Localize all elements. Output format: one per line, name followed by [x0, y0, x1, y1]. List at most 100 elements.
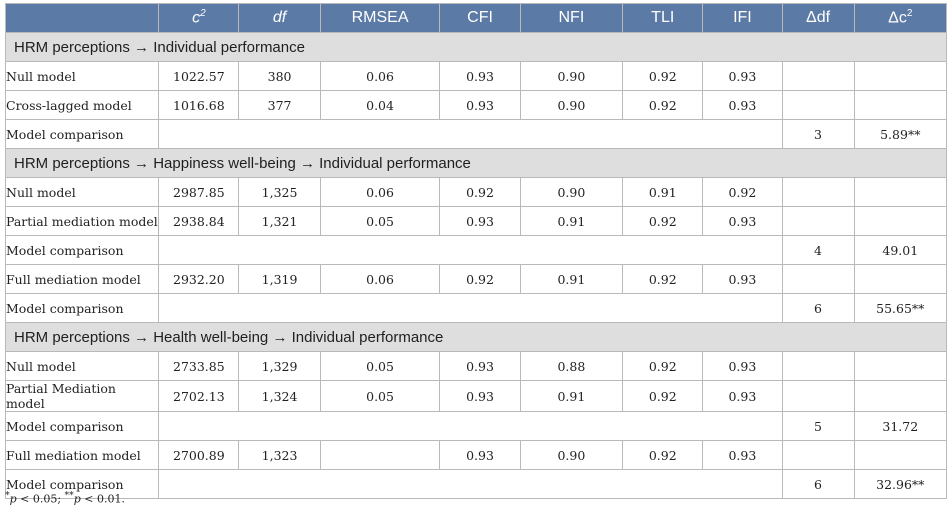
cell-ddf	[781, 206, 855, 236]
empty-span-cell	[158, 411, 783, 441]
cell-df: 1,324	[238, 380, 321, 412]
table-row: Null model 2733.85 1,329 0.05 0.93 0.88 0.92 0.…	[4, 351, 948, 381]
row-label: Model comparison	[4, 293, 160, 323]
empty-span-cell	[158, 293, 783, 323]
header-tli: TLI	[622, 3, 704, 33]
cell-df: 1,321	[238, 206, 321, 236]
row-label: Full mediation model	[4, 440, 160, 470]
table-row: Partial Mediation model 2702.13 1,324 0.05 0…	[4, 380, 948, 412]
section-header-row: HRM perceptions → Individual performance	[5, 32, 947, 62]
cell-dc2: 32.96**	[853, 469, 948, 499]
cell-rmsea: 0.05	[319, 206, 441, 236]
cell-dc2: 31.72	[853, 411, 948, 441]
section-title: HRM perceptions → Individual performance	[5, 32, 947, 62]
header-nfi: NFI	[519, 3, 624, 33]
header-delta-df: Δdf	[781, 3, 855, 33]
cell-tli: 0.92	[622, 380, 704, 412]
cell-nfi: 0.90	[519, 440, 624, 470]
cell-ifi: 0.93	[702, 351, 783, 381]
cell-rmsea: 0.05	[319, 380, 441, 412]
cell-dc2	[853, 264, 948, 294]
cell-dc2	[853, 90, 948, 120]
header-ifi: IFI	[702, 3, 783, 33]
comparison-row: Model comparison 5 31.72	[4, 411, 948, 441]
cell-dc2: 49.01	[853, 235, 948, 265]
cell-df: 380	[238, 61, 321, 91]
cell-cfi: 0.92	[439, 264, 521, 294]
cell-tli: 0.92	[622, 90, 704, 120]
section-header-row: HRM perceptions → Happiness well-being →…	[5, 148, 947, 178]
cell-tli: 0.92	[622, 440, 704, 470]
row-label: Cross-lagged model	[4, 90, 160, 120]
cell-c2: 1022.57	[158, 61, 240, 91]
cell-ddf: 5	[781, 411, 855, 441]
cell-nfi: 0.90	[519, 90, 624, 120]
comparison-row: Model comparison 4 49.01	[4, 235, 948, 265]
cell-ddf: 3	[781, 119, 855, 149]
cell-c2: 2932.20	[158, 264, 240, 294]
cell-rmsea: 0.06	[319, 177, 441, 207]
cell-cfi: 0.93	[439, 380, 521, 412]
row-label: Model comparison	[4, 469, 160, 499]
cell-dc2	[853, 351, 948, 381]
row-label: Model comparison	[4, 411, 160, 441]
cell-c2: 1016.68	[158, 90, 240, 120]
cell-dc2	[853, 177, 948, 207]
cell-dc2: 5.89**	[853, 119, 948, 149]
cell-nfi: 0.90	[519, 177, 624, 207]
empty-span-cell	[158, 235, 783, 265]
cell-nfi: 0.91	[519, 206, 624, 236]
comparison-row: Model comparison 3 5.89**	[4, 119, 948, 149]
cell-ifi: 0.92	[702, 177, 783, 207]
cell-cfi: 0.93	[439, 206, 521, 236]
cell-dc2	[853, 61, 948, 91]
cell-c2: 2702.13	[158, 380, 240, 412]
cell-ddf	[781, 380, 855, 412]
cell-rmsea: 0.04	[319, 90, 441, 120]
section-title: HRM perceptions → Happiness well-being →…	[5, 148, 947, 178]
cell-c2: 2987.85	[158, 177, 240, 207]
cell-tli: 0.92	[622, 206, 704, 236]
cell-df: 1,323	[238, 440, 321, 470]
cell-tli: 0.92	[622, 351, 704, 381]
cell-ddf	[781, 90, 855, 120]
cell-df: 1,329	[238, 351, 321, 381]
cell-rmsea	[319, 440, 441, 470]
header-df: df	[238, 3, 321, 33]
table-row: Null model 1022.57 380 0.06 0.93 0.90 0.92 0.93	[4, 61, 948, 91]
row-label: Null model	[4, 177, 160, 207]
comparison-row: Model comparison 6 32.96**	[4, 469, 948, 499]
cell-ddf	[781, 264, 855, 294]
table-row: Full mediation model 2932.20 1,319 0.06 0.92…	[4, 264, 948, 294]
cell-tli: 0.92	[622, 264, 704, 294]
footnote: *p < 0.05; **p < 0.01.	[5, 490, 125, 506]
comparison-row: Model comparison 6 55.65**	[4, 293, 948, 323]
cell-dc2	[853, 380, 948, 412]
cell-cfi: 0.93	[439, 440, 521, 470]
cell-ddf	[781, 61, 855, 91]
header-cfi: CFI	[439, 3, 521, 33]
cell-cfi: 0.93	[439, 61, 521, 91]
cell-ddf: 6	[781, 293, 855, 323]
cell-ifi: 0.93	[702, 440, 783, 470]
cell-ifi: 0.93	[702, 61, 783, 91]
cell-df: 1,319	[238, 264, 321, 294]
row-label: Null model	[4, 61, 160, 91]
row-label: Partial Mediation model	[4, 380, 160, 412]
cell-ifi: 0.93	[702, 90, 783, 120]
cell-c2: 2700.89	[158, 440, 240, 470]
header-chi-square: c2	[158, 3, 240, 33]
header-delta-chi-square: Δc2	[853, 3, 948, 33]
cell-ddf: 6	[781, 469, 855, 499]
cell-nfi: 0.91	[519, 264, 624, 294]
row-label: Full mediation model	[4, 264, 160, 294]
cell-tli: 0.92	[622, 61, 704, 91]
cell-ddf	[781, 177, 855, 207]
cell-nfi: 0.88	[519, 351, 624, 381]
cell-ifi: 0.93	[702, 380, 783, 412]
cell-c2: 2733.85	[158, 351, 240, 381]
empty-span-cell	[158, 119, 783, 149]
row-label: Model comparison	[4, 235, 160, 265]
empty-span-cell	[158, 469, 783, 499]
table-body: HRM perceptions → Individual performance…	[4, 32, 948, 499]
